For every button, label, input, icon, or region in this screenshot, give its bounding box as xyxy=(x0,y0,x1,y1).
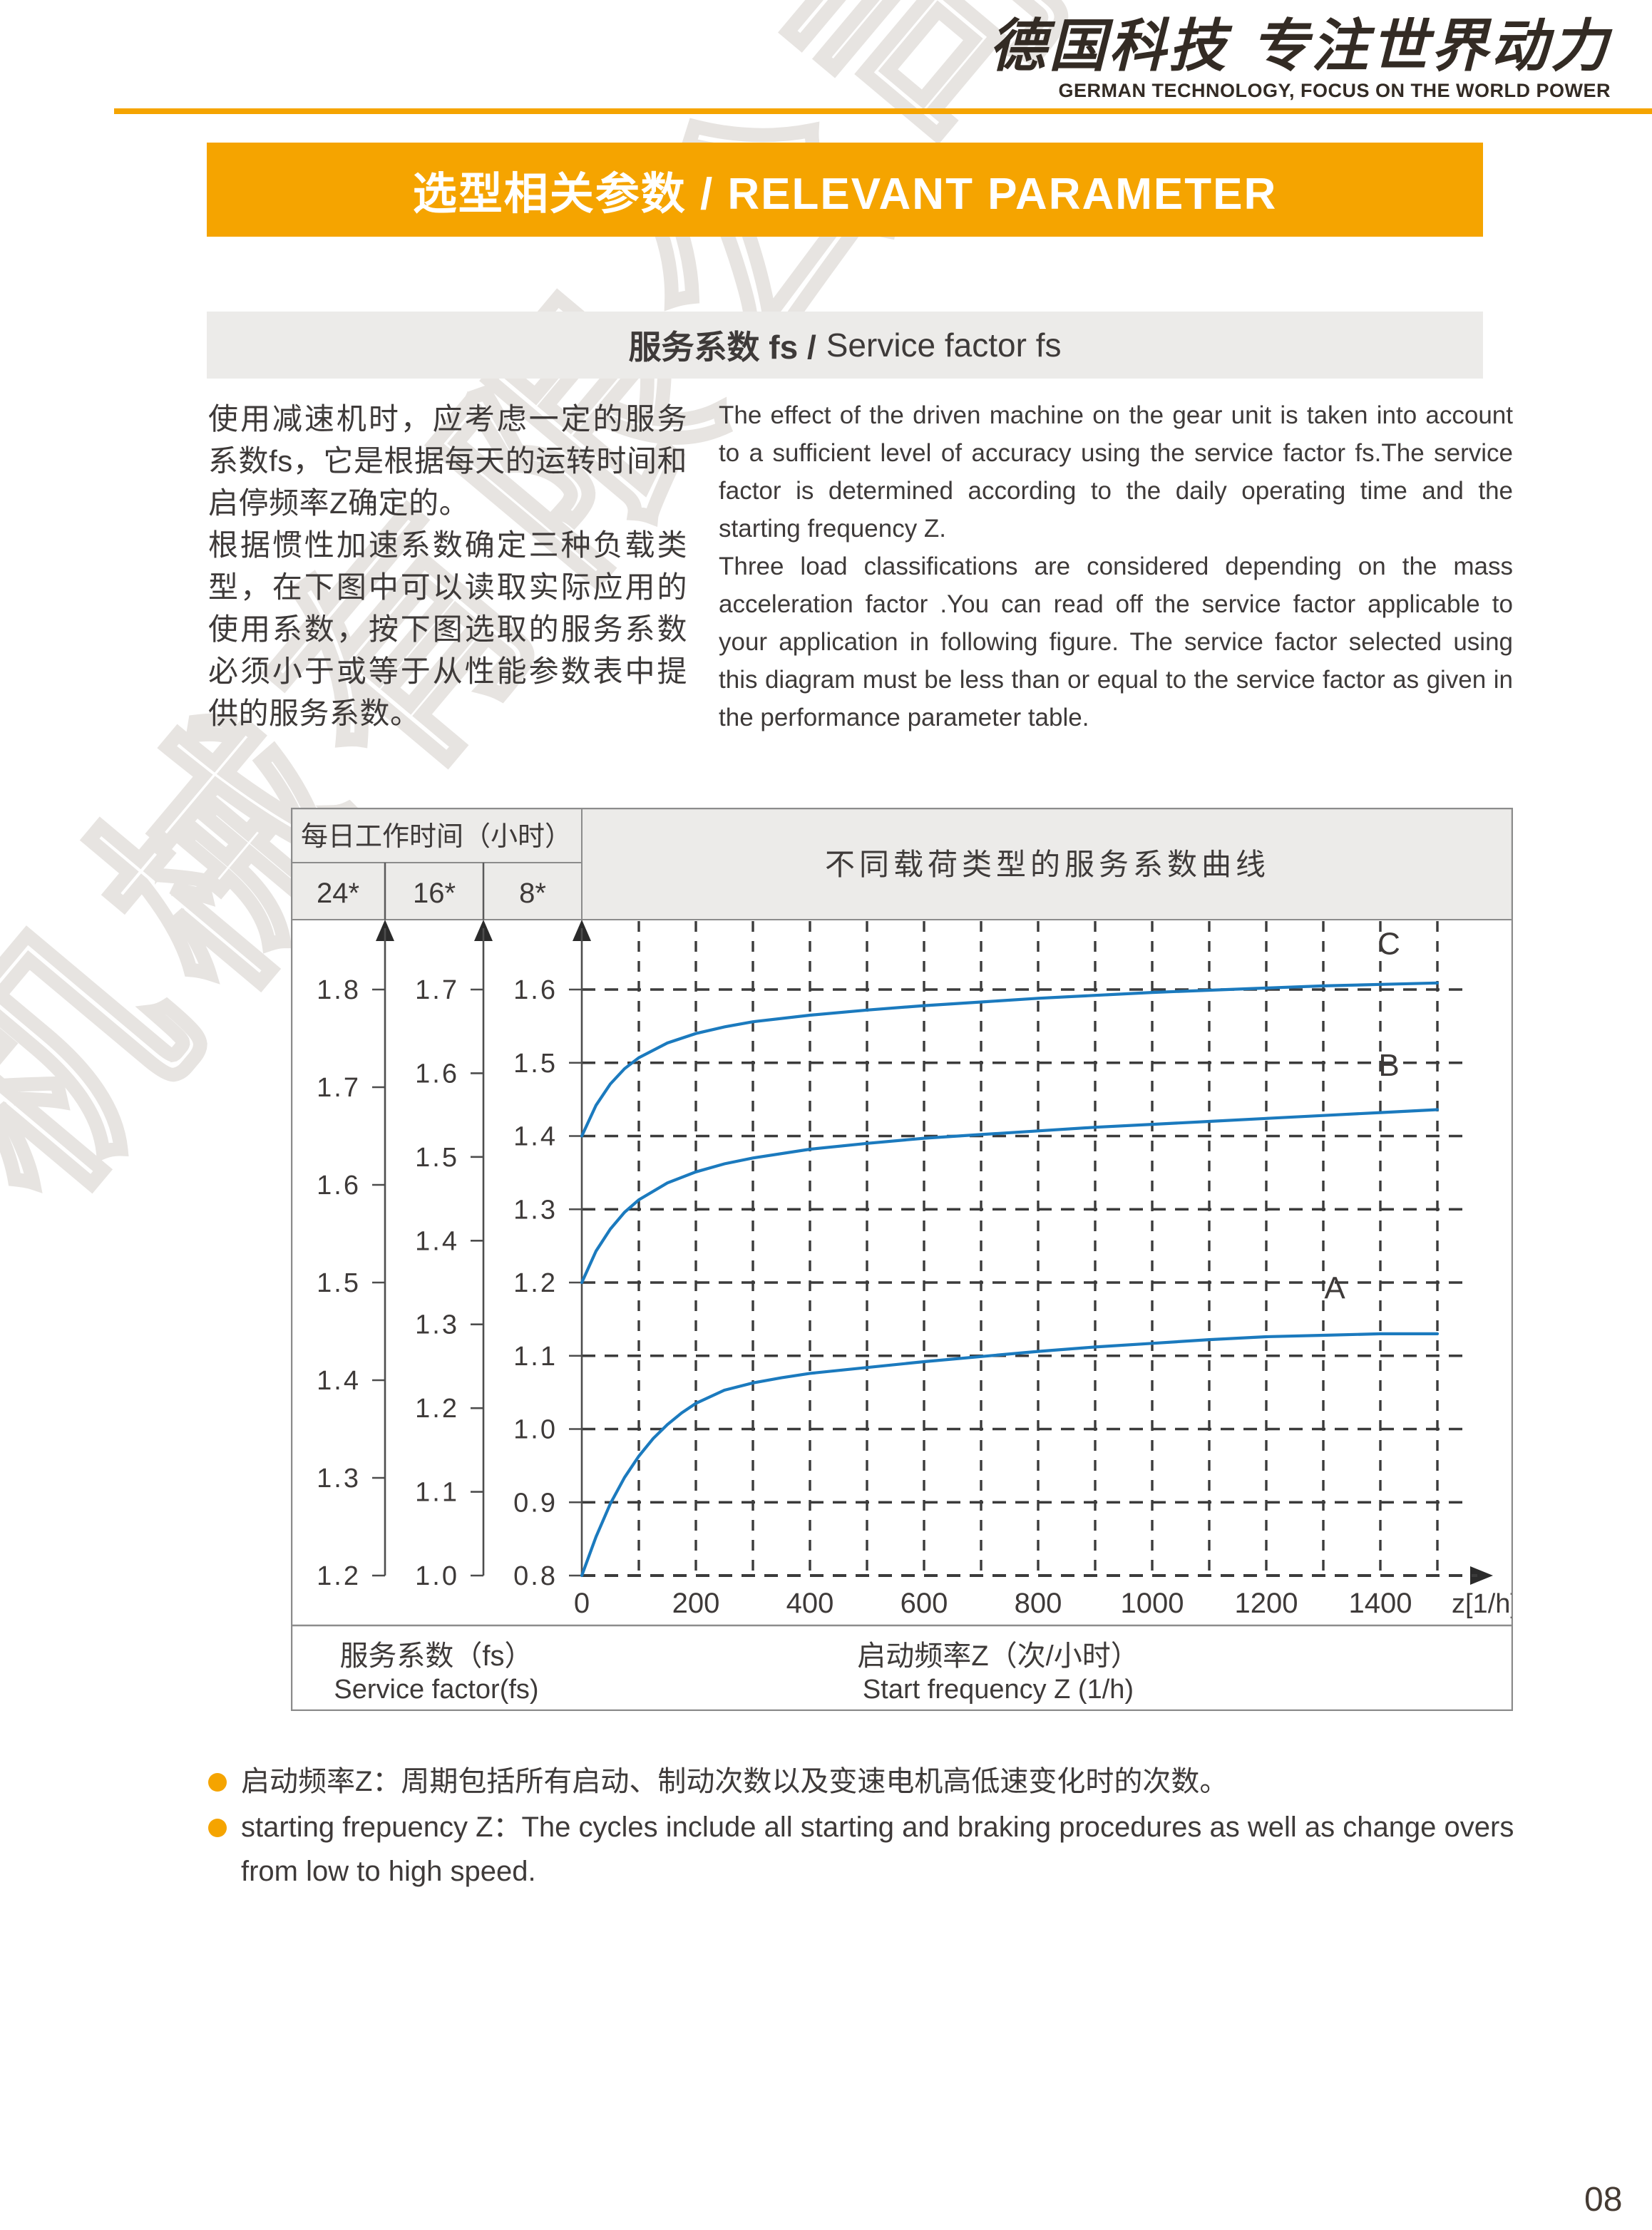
x-axis-arrow-icon xyxy=(1470,1566,1493,1585)
logo-calligraphy: 德国科技 专注世界动力 xyxy=(989,12,1611,79)
day-column-label: 8* xyxy=(519,878,546,909)
intro-en-paragraph: The effect of the driven machine on the … xyxy=(719,401,1513,543)
bullet-dot-icon xyxy=(208,1773,227,1792)
y-tick-label: 1.4 xyxy=(415,1226,459,1256)
y-tick-label: 1.2 xyxy=(415,1394,459,1424)
chart-title: 不同载荷类型的服务系数曲线 xyxy=(825,848,1270,881)
page-number: 08 xyxy=(1584,2181,1623,2219)
y-tick-label: 1.4 xyxy=(513,1122,558,1152)
chart-root xyxy=(291,808,1513,1711)
y-tick-label: 1.6 xyxy=(513,975,558,1005)
y-tick-label: 1.4 xyxy=(317,1366,361,1396)
logo-slogan: GERMAN TECHNOLOGY, FOCUS ON THE WORLD PO… xyxy=(1058,80,1611,101)
y-tick-label: 1.1 xyxy=(415,1478,459,1508)
service-factor-chart: 每日工作时间（小时） 24* 16* 8* 不同载荷类型的服务系数曲线 1.8 1.7 1.6… xyxy=(291,808,1513,1711)
x-tick-label: 400 xyxy=(786,1588,834,1619)
day-column-label: 16* xyxy=(413,878,456,909)
footnotes: 启动频率Z：周期包括所有启动、制动次数以及变速电机高低速变化时的次数。 star… xyxy=(208,1759,1520,1895)
curve-B xyxy=(580,1108,1440,1285)
section-title-zh: 服务系数 fs / xyxy=(628,329,816,366)
curve-label-C: C xyxy=(1377,927,1400,962)
x-tick-label: 1000 xyxy=(1121,1588,1184,1619)
header-rule xyxy=(114,108,1652,114)
x-tick-label: 600 xyxy=(901,1588,948,1619)
x-tick-label: 1200 xyxy=(1235,1588,1298,1619)
y-tick-label: 1.0 xyxy=(513,1415,558,1445)
curve-A xyxy=(580,1332,1440,1578)
y-tick-label: 0.8 xyxy=(513,1561,558,1591)
section-header: 服务系数 fs / Service factor fs xyxy=(207,312,1483,379)
y-tick-label: 1.8 xyxy=(317,975,361,1005)
intro-zh-paragraph: 根据惯性加速系数确定三种负载类型，在下图中可以读取实际应用的使用系数，按下图选取… xyxy=(208,528,687,730)
y-tick-label: 1.5 xyxy=(317,1268,361,1298)
list-item: 启动频率Z：周期包括所有启动、制动次数以及变速电机高低速变化时的次数。 xyxy=(208,1759,1520,1804)
section-title-en: Service factor fs xyxy=(826,327,1062,364)
brand-logo: 德国科技 专注世界动力 GERMAN TECHNOLOGY, FOCUS ON … xyxy=(989,13,1611,102)
note-text-zh: 启动频率Z：周期包括所有启动、制动次数以及变速电机高低速变化时的次数。 xyxy=(241,1766,1228,1797)
y-tick-label: 1.7 xyxy=(317,1073,361,1103)
x-tick-label: 1400 xyxy=(1349,1588,1412,1619)
x-tick-label: 200 xyxy=(672,1588,720,1619)
page-title-banner: 选型相关参数 / RELEVANT PARAMETER xyxy=(207,143,1483,237)
y-tick-label: 1.1 xyxy=(513,1342,558,1372)
y-tick-label: 1.6 xyxy=(317,1171,361,1201)
note-text-en: starting frepuency Z：The cycles include … xyxy=(241,1812,1514,1887)
y-tick-label: 1.3 xyxy=(513,1195,558,1225)
y-tick-label: 1.2 xyxy=(513,1268,558,1298)
y-tick-label: 1.3 xyxy=(415,1310,459,1340)
x-tick-label: 0 xyxy=(574,1588,590,1619)
page-title: 选型相关参数 / RELEVANT PARAMETER xyxy=(412,170,1278,219)
y-tick-label: 1.3 xyxy=(317,1464,361,1494)
caption-service-factor-zh: 服务系数（fs） xyxy=(339,1640,533,1672)
curve-label-B: B xyxy=(1378,1048,1399,1083)
x-tick-label: 800 xyxy=(1015,1588,1062,1619)
y-tick-label: 1.5 xyxy=(513,1049,558,1079)
y-tick-label: 1.5 xyxy=(415,1143,459,1173)
x-axis-unit: z[1/h] xyxy=(1452,1589,1513,1619)
day-column-label: 24* xyxy=(317,878,359,909)
intro-english: The effect of the driven machine on the … xyxy=(719,396,1513,736)
y-tick-label: 1.0 xyxy=(415,1561,459,1591)
grid-lines xyxy=(1470,1566,1493,1585)
curve-label-A: A xyxy=(1324,1271,1345,1306)
bullet-dot-icon xyxy=(208,1819,227,1837)
list-item: starting frepuency Z：The cycles include … xyxy=(208,1805,1520,1894)
intro-chinese: 使用减速机时，应考虑一定的服务系数fs，它是根据每天的运转时间和启停频率Z确定的… xyxy=(208,398,687,734)
intro-en-paragraph: Three load classifications are considere… xyxy=(719,553,1513,731)
daily-worktime-header: 每日工作时间（小时） xyxy=(301,822,572,852)
intro-zh-paragraph: 使用减速机时，应考虑一定的服务系数fs，它是根据每天的运转时间和启停频率Z确定的… xyxy=(208,402,687,520)
caption-start-frequency-zh: 启动频率Z（次/小时） xyxy=(857,1640,1139,1672)
y-tick-label: 1.6 xyxy=(415,1059,459,1089)
y-tick-label: 1.2 xyxy=(317,1561,361,1591)
y-tick-label: 0.9 xyxy=(513,1488,558,1518)
caption-start-frequency-en: Start frequency Z (1/h) xyxy=(863,1675,1134,1705)
y-tick-label: 1.7 xyxy=(415,975,459,1005)
curve-C xyxy=(580,981,1440,1138)
curves xyxy=(580,981,1440,1578)
caption-service-factor-en: Service factor(fs) xyxy=(334,1675,538,1705)
